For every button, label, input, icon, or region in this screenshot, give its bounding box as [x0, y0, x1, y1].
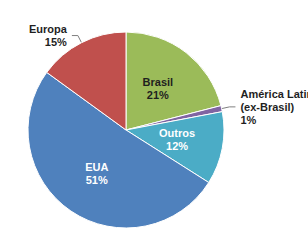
svg-text:(ex-Brasil): (ex-Brasil): [240, 101, 294, 113]
svg-text:América Latina: América Latina: [240, 88, 308, 100]
svg-text:21%: 21%: [147, 89, 169, 101]
svg-text:12%: 12%: [166, 140, 188, 152]
svg-text:1%: 1%: [240, 114, 256, 126]
svg-text:Outros: Outros: [159, 127, 195, 139]
svg-text:15%: 15%: [45, 36, 67, 48]
svg-text:EUA: EUA: [85, 161, 108, 173]
svg-text:Europa: Europa: [29, 23, 68, 35]
svg-text:Brasil: Brasil: [143, 76, 174, 88]
svg-text:51%: 51%: [86, 174, 108, 186]
